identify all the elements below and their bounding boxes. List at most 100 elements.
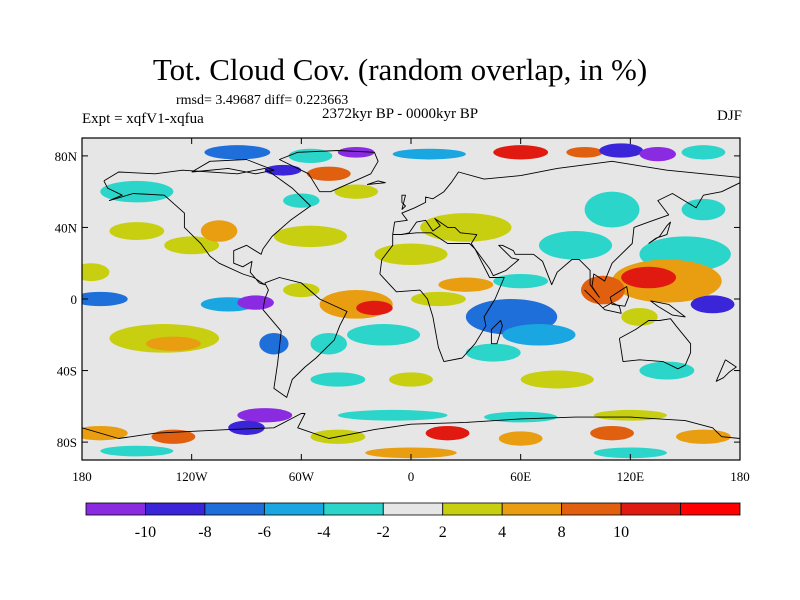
- colorbar-label: 4: [498, 524, 506, 541]
- lon-tick-label: 120E: [617, 469, 645, 484]
- anomaly-patch-23: [538, 231, 613, 260]
- coastline-10: [609, 286, 629, 307]
- colorbar-box: [382, 502, 444, 516]
- coastline-6: [82, 413, 740, 439]
- anomaly-patch-32: [283, 282, 320, 298]
- colorbar-box: [680, 502, 741, 516]
- anomaly-patch-53: [337, 409, 448, 421]
- anomaly-patch-66: [593, 447, 667, 459]
- anomaly-patch-52: [237, 408, 293, 423]
- anomaly-patch-6: [392, 148, 466, 160]
- anomaly-patch-15: [420, 213, 512, 242]
- anomaly-patch-63: [676, 429, 731, 444]
- lon-tick-label: 120W: [176, 469, 209, 484]
- lon-tick-label: 60W: [289, 469, 315, 484]
- anomaly-field: [82, 141, 735, 459]
- anomaly-patch-45: [259, 332, 289, 355]
- coastline-2: [379, 232, 505, 363]
- anomaly-patch-7: [493, 145, 549, 160]
- coastline-8: [648, 221, 671, 244]
- experiment-label: Expt = xqfV1-xqfua: [82, 111, 204, 127]
- map-title: Tot. Cloud Cov. (random overlap, in %): [152, 52, 648, 87]
- colorbar-box: [620, 502, 681, 516]
- anomaly-patch-14: [334, 184, 379, 199]
- anomaly-patch-46: [310, 332, 348, 355]
- anomaly-patch-48: [310, 372, 366, 387]
- coastline-15: [191, 159, 275, 175]
- anomaly-patch-34: [356, 300, 393, 316]
- anomaly-patch-62: [590, 426, 634, 441]
- lon-axis: 180 120W 60W 0 60E 120E 180: [72, 138, 750, 484]
- anomaly-patch-58: [228, 420, 265, 435]
- coastline-0: [103, 167, 311, 286]
- anomaly-patch-44: [145, 336, 201, 351]
- lon-tick-label: 180: [72, 469, 92, 484]
- anomaly-patch-60: [425, 426, 470, 441]
- anomaly-patch-61: [498, 431, 543, 446]
- anomaly-patch-40: [465, 343, 521, 362]
- anomaly-patch-35: [411, 291, 466, 307]
- coastline-7: [401, 194, 406, 210]
- colorbar-box: [204, 502, 265, 516]
- colorbar-label: 8: [558, 524, 566, 541]
- coastlines: [82, 150, 740, 439]
- anomaly-patch-4: [306, 166, 351, 181]
- anomaly-patch-50: [520, 370, 594, 389]
- colorbar-box: [442, 502, 503, 516]
- colorbar-box: [145, 502, 206, 516]
- anomaly-patch-64: [100, 445, 174, 457]
- rmsd-diff-label: rmsd= 3.49687 diff= 0.223663: [176, 93, 349, 108]
- anomaly-patch-49: [389, 372, 433, 387]
- anomaly-patch-25: [82, 263, 110, 282]
- anomaly-patch-0: [82, 141, 108, 153]
- colorbar-label: -2: [377, 524, 390, 541]
- coastline-14: [366, 180, 386, 185]
- lat-tick-label: 40N: [55, 220, 78, 235]
- anomaly-patch-12: [100, 180, 174, 203]
- anomaly-patch-27: [621, 266, 677, 289]
- lat-tick-label: 80S: [57, 435, 77, 450]
- anomaly-patch-3: [264, 164, 302, 176]
- anomaly-patch-39: [502, 324, 576, 346]
- anomaly-patch-36: [438, 277, 494, 292]
- colorbar-box: [85, 502, 146, 516]
- colorbar-box: [263, 502, 325, 516]
- coastline-5: [618, 318, 692, 370]
- colorbar: -10 -8 -6 -4 -2 2 4 8 10: [85, 502, 741, 541]
- coastline-11: [650, 300, 686, 318]
- coastline-4: [278, 150, 379, 193]
- lat-tick-label: 40S: [57, 364, 77, 379]
- period-label: 2372kyr BP - 0000kyr BP: [322, 106, 479, 122]
- lat-tick-label: 0: [71, 292, 78, 307]
- anomaly-patch-16: [584, 191, 640, 228]
- anomaly-patch-17: [681, 198, 726, 221]
- anomaly-patch-9: [599, 143, 644, 158]
- colorbar-label: -10: [135, 524, 156, 541]
- anomaly-patch-51: [639, 361, 695, 380]
- anomaly-patch-10: [639, 146, 677, 162]
- colorbar-label: -8: [198, 524, 211, 541]
- anomaly-patch-31: [237, 295, 274, 310]
- coastline-9: [584, 289, 622, 314]
- anomaly-patch-56: [82, 426, 128, 441]
- colorbar-label: -6: [258, 524, 271, 541]
- colorbar-box: [501, 502, 563, 516]
- lat-axis: 80N 40N 0 40S 80S: [55, 149, 740, 450]
- anomaly-patch-5: [337, 146, 375, 158]
- anomaly-patch-37: [493, 273, 549, 289]
- lon-tick-label: 60E: [510, 469, 531, 484]
- lon-tick-label: 0: [408, 469, 415, 484]
- anomaly-patch-8: [566, 146, 603, 158]
- anomaly-patch-29: [82, 291, 128, 307]
- anomaly-patch-20: [200, 220, 238, 242]
- coastline-13: [715, 359, 737, 382]
- anomaly-patch-47: [347, 324, 421, 346]
- colorbar-box: [561, 502, 622, 516]
- anomaly-patch-11: [681, 145, 726, 160]
- anomaly-patch-41: [690, 295, 735, 314]
- season-label: DJF: [716, 108, 742, 124]
- lon-tick-label: 180: [730, 469, 750, 484]
- colorbar-label: -4: [317, 524, 330, 541]
- anomaly-patch-22: [374, 243, 448, 266]
